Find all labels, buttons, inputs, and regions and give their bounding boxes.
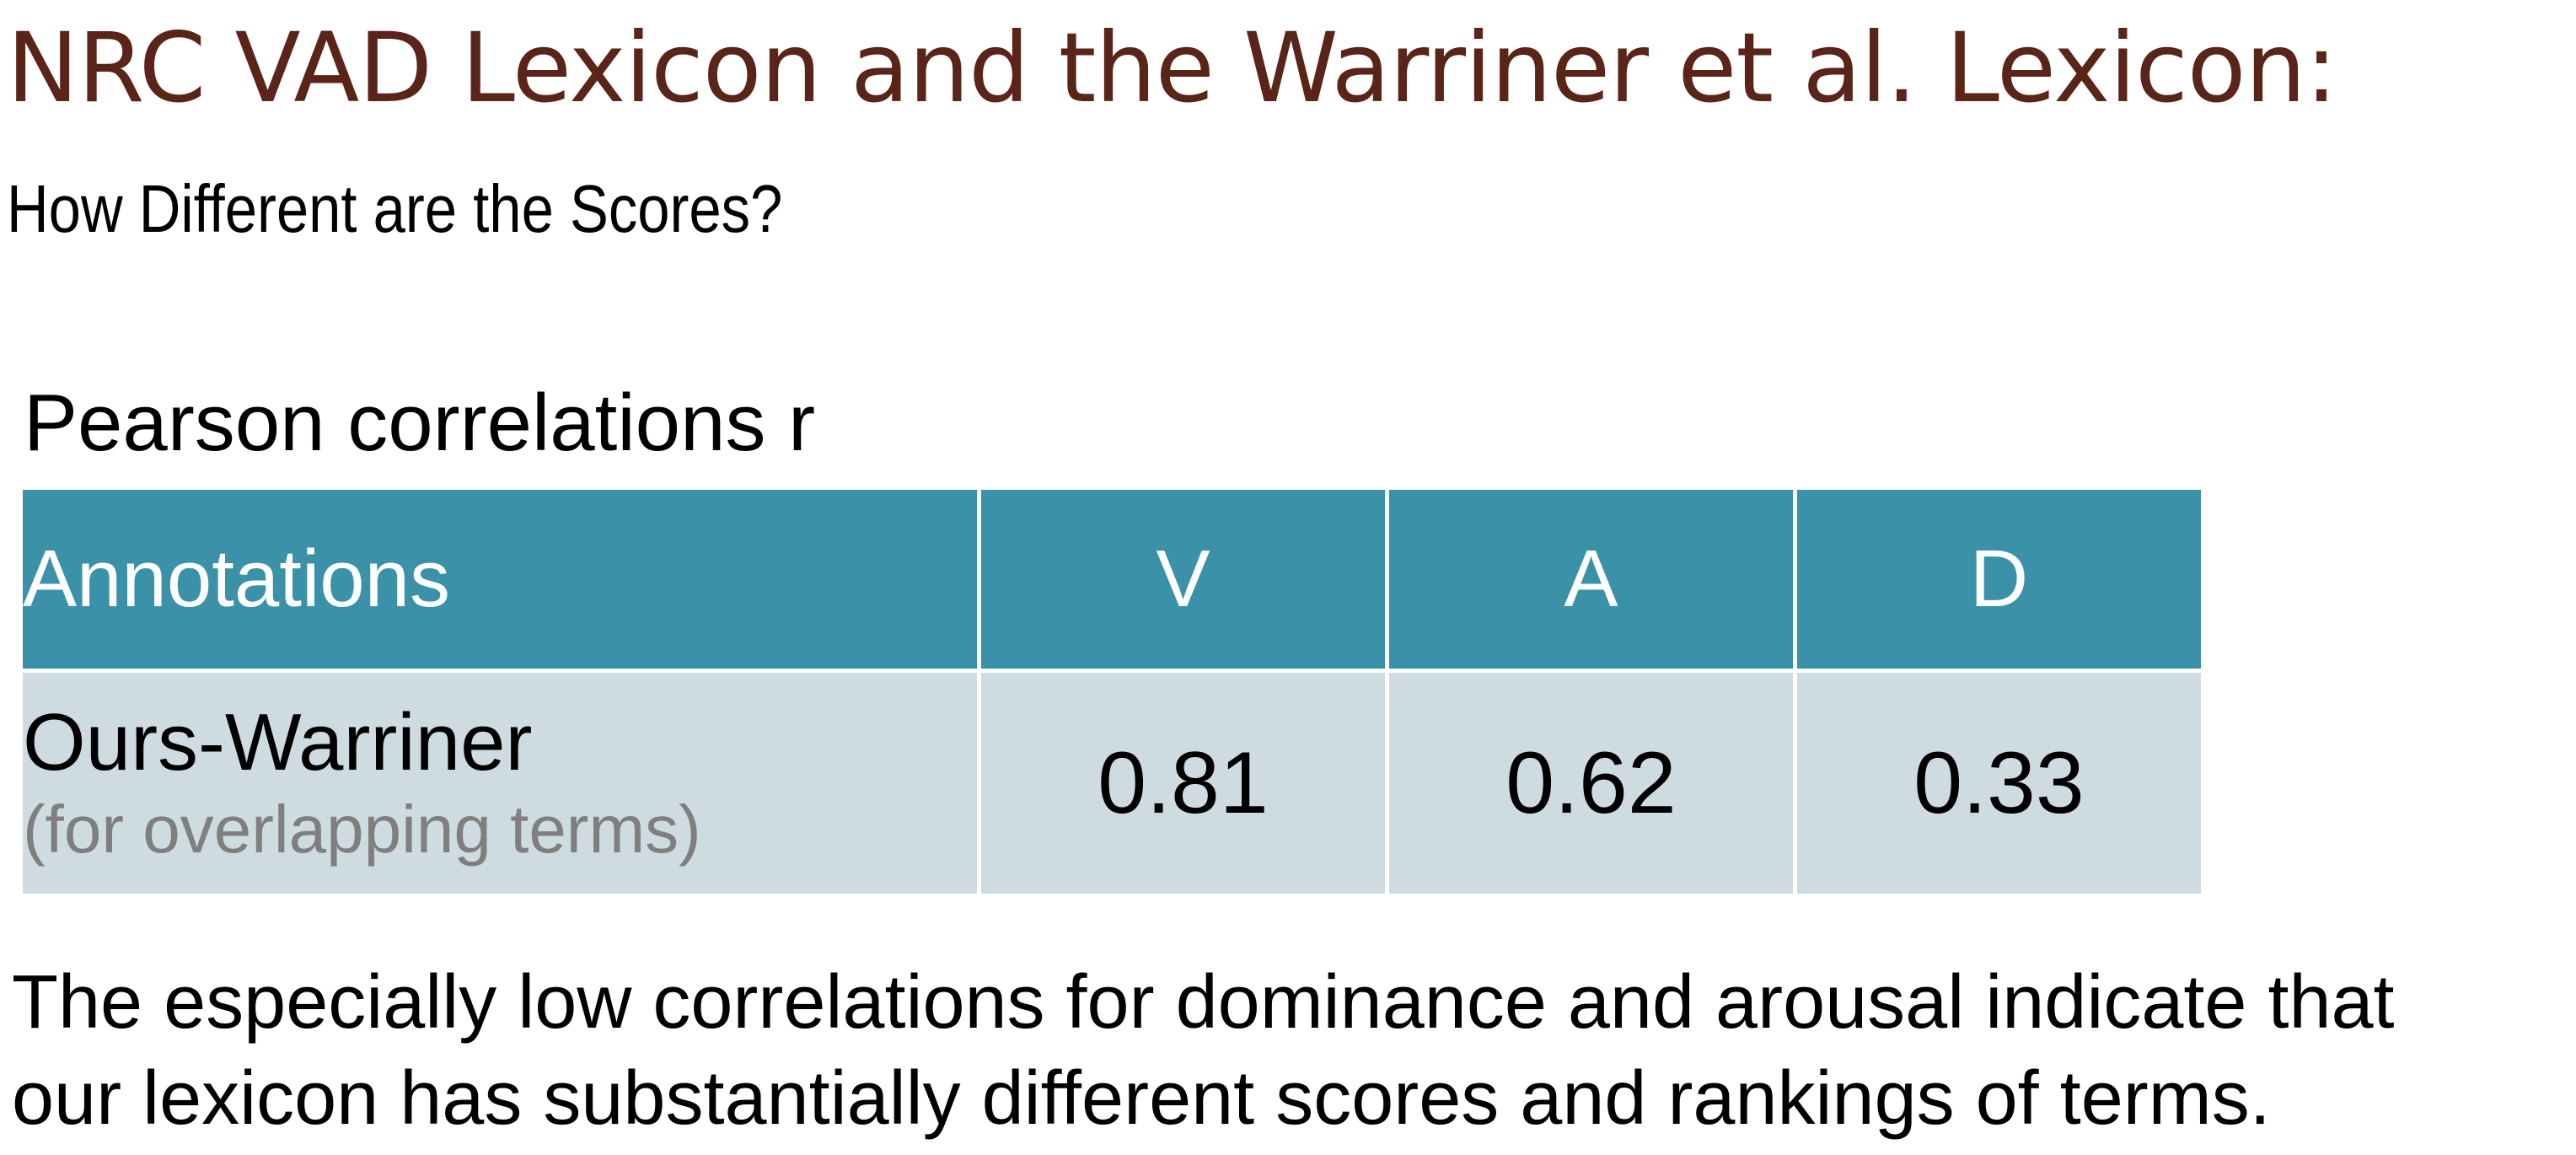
header-annotations: Annotations xyxy=(19,486,981,673)
conclusion-line: our lexicon has substantially different … xyxy=(12,1056,2271,1141)
arousal-value: 0.62 xyxy=(1385,669,1797,898)
header-dominance: D xyxy=(1793,486,2205,673)
header-arousal: A xyxy=(1385,486,1797,673)
table-row: Ours-Warriner (for overlapping terms) 0.… xyxy=(19,669,2205,898)
conclusion-line: The especially low correlations for domi… xyxy=(12,960,2395,1045)
correlation-table: Annotations V A D Ours-Warriner (for ove… xyxy=(19,486,2205,898)
table-header-row: Annotations V A D xyxy=(19,486,2205,673)
slide-title: NRC VAD Lexicon and the Warriner et al. … xyxy=(7,12,2337,124)
dominance-value: 0.33 xyxy=(1793,669,2205,898)
row-note: (for overlapping terms) xyxy=(23,792,701,867)
header-valence: V xyxy=(977,486,1389,673)
conclusion-text: The especially low correlations for domi… xyxy=(12,954,2574,1147)
slide-subtitle: How Different are the Scores? xyxy=(7,171,783,246)
table-caption: Pearson correlations r xyxy=(24,378,816,468)
row-label: Ours-Warriner xyxy=(23,697,533,787)
valence-value: 0.81 xyxy=(977,669,1389,898)
row-label-cell: Ours-Warriner (for overlapping terms) xyxy=(19,669,981,898)
